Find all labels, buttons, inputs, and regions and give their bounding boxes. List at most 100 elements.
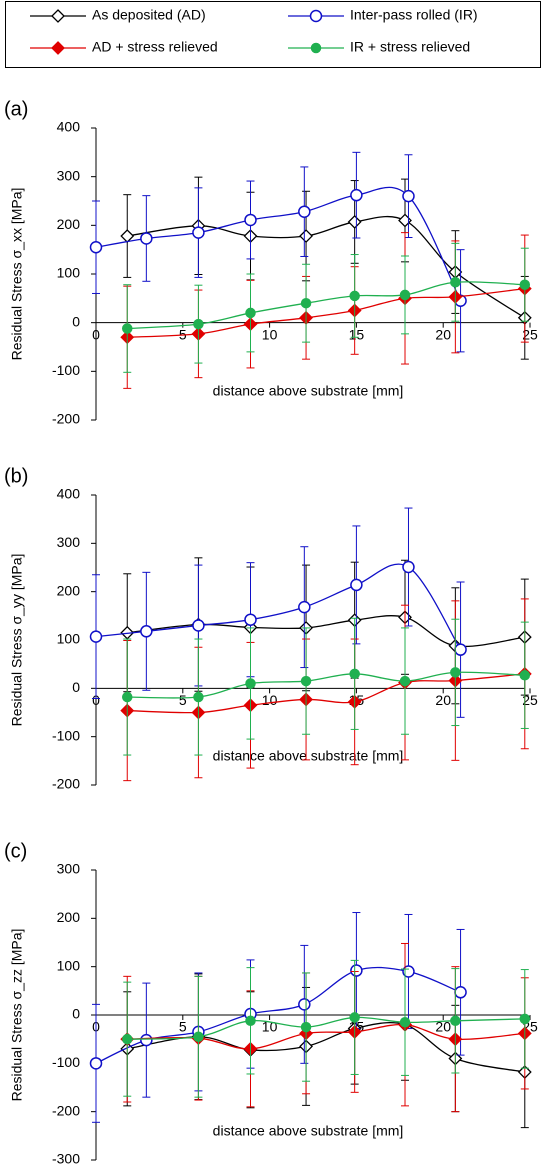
marker bbox=[519, 1013, 531, 1025]
x-tick-label: 0 bbox=[92, 326, 100, 342]
series-line bbox=[127, 673, 525, 714]
marker bbox=[245, 678, 256, 689]
x-axis-label: distance above substrate [mm] bbox=[213, 1123, 404, 1139]
x-tick-label: 25 bbox=[522, 326, 538, 342]
y-tick-label: -200 bbox=[52, 776, 80, 792]
legend-marker bbox=[51, 9, 65, 23]
marker bbox=[519, 279, 531, 290]
marker bbox=[121, 1033, 133, 1045]
marker bbox=[350, 188, 363, 202]
y-tick-label: 0 bbox=[72, 1006, 80, 1022]
marker bbox=[121, 323, 133, 334]
marker bbox=[192, 619, 205, 632]
series-line bbox=[95, 186, 462, 302]
marker bbox=[89, 240, 103, 254]
marker bbox=[193, 1031, 204, 1042]
legend-marker bbox=[309, 9, 323, 23]
y-tick-label: -200 bbox=[52, 411, 80, 427]
x-tick-label: 10 bbox=[262, 692, 278, 708]
marker bbox=[244, 613, 257, 626]
marker bbox=[519, 670, 531, 681]
marker bbox=[298, 205, 311, 218]
series-line bbox=[95, 563, 462, 651]
x-tick-label: 25 bbox=[522, 692, 538, 708]
x-tick-label: 15 bbox=[349, 326, 365, 342]
y-tick-label: 200 bbox=[57, 216, 81, 232]
marker bbox=[450, 667, 461, 678]
marker bbox=[402, 560, 415, 574]
panel-label: (b) bbox=[4, 465, 28, 487]
marker bbox=[89, 630, 103, 643]
marker bbox=[399, 289, 411, 301]
x-tick-label: 20 bbox=[435, 1019, 451, 1035]
legend-box bbox=[5, 1, 541, 68]
legend-marker bbox=[310, 42, 322, 54]
x-axis-label: distance above substrate [mm] bbox=[213, 748, 404, 764]
marker bbox=[454, 986, 467, 999]
marker bbox=[349, 668, 360, 680]
marker bbox=[399, 1017, 411, 1028]
y-tick-label: -200 bbox=[52, 1102, 80, 1118]
legend-label: AD + stress relieved bbox=[92, 39, 218, 55]
y-tick-label: -100 bbox=[52, 362, 80, 378]
y-axis-label: Residual Stress σ_zz [MPa] bbox=[9, 929, 25, 1102]
y-tick-label: -100 bbox=[52, 727, 80, 743]
series-line bbox=[127, 1023, 525, 1050]
marker bbox=[349, 290, 360, 302]
marker bbox=[244, 213, 257, 227]
marker bbox=[300, 675, 312, 687]
y-axis-label: Residual Stress σ_yy [MPa] bbox=[9, 554, 25, 727]
legend-label: As deposited (AD) bbox=[92, 7, 206, 23]
panel-label: (c) bbox=[4, 840, 27, 862]
series-line bbox=[127, 1016, 525, 1040]
x-tick-label: 0 bbox=[92, 692, 100, 708]
marker bbox=[193, 691, 204, 703]
series-line bbox=[127, 287, 525, 338]
marker bbox=[350, 964, 363, 977]
marker bbox=[350, 578, 363, 592]
series-line bbox=[127, 615, 525, 648]
marker bbox=[300, 297, 312, 309]
marker bbox=[245, 307, 256, 319]
series-line bbox=[127, 281, 525, 330]
y-tick-label: 100 bbox=[57, 957, 81, 973]
y-tick-label: 400 bbox=[57, 119, 81, 135]
x-tick-label: 5 bbox=[179, 1019, 187, 1035]
marker bbox=[450, 277, 461, 288]
y-tick-label: 300 bbox=[57, 861, 81, 877]
x-tick-label: 5 bbox=[179, 326, 187, 342]
panel-label: (a) bbox=[4, 98, 28, 120]
y-tick-label: 0 bbox=[72, 679, 80, 695]
marker bbox=[349, 1012, 360, 1023]
series-line bbox=[127, 671, 525, 699]
marker bbox=[454, 643, 467, 656]
x-axis-label: distance above substrate [mm] bbox=[213, 383, 404, 399]
marker bbox=[140, 1033, 153, 1047]
y-axis-label: Residual Stress σ_xx [MPa] bbox=[9, 188, 25, 361]
marker bbox=[300, 1021, 312, 1033]
marker bbox=[450, 1015, 461, 1027]
y-tick-label: 100 bbox=[57, 265, 81, 281]
y-tick-label: 100 bbox=[57, 631, 81, 647]
marker bbox=[399, 675, 411, 687]
marker bbox=[402, 189, 415, 203]
y-tick-label: -300 bbox=[52, 1151, 80, 1167]
marker bbox=[140, 232, 153, 245]
y-tick-label: 300 bbox=[57, 167, 81, 183]
y-tick-label: 0 bbox=[72, 313, 80, 329]
x-tick-label: 10 bbox=[262, 326, 278, 342]
marker bbox=[398, 213, 412, 228]
y-tick-label: 300 bbox=[57, 534, 81, 550]
marker bbox=[245, 1015, 256, 1027]
marker bbox=[193, 318, 204, 330]
legend-marker bbox=[51, 41, 65, 55]
y-tick-label: 200 bbox=[57, 582, 81, 598]
marker bbox=[298, 600, 311, 614]
x-tick-label: 5 bbox=[179, 692, 187, 708]
marker bbox=[299, 229, 313, 243]
legend-label: IR + stress relieved bbox=[350, 39, 470, 55]
series-line bbox=[127, 1022, 525, 1073]
y-tick-label: 200 bbox=[57, 909, 81, 925]
marker bbox=[298, 998, 311, 1011]
